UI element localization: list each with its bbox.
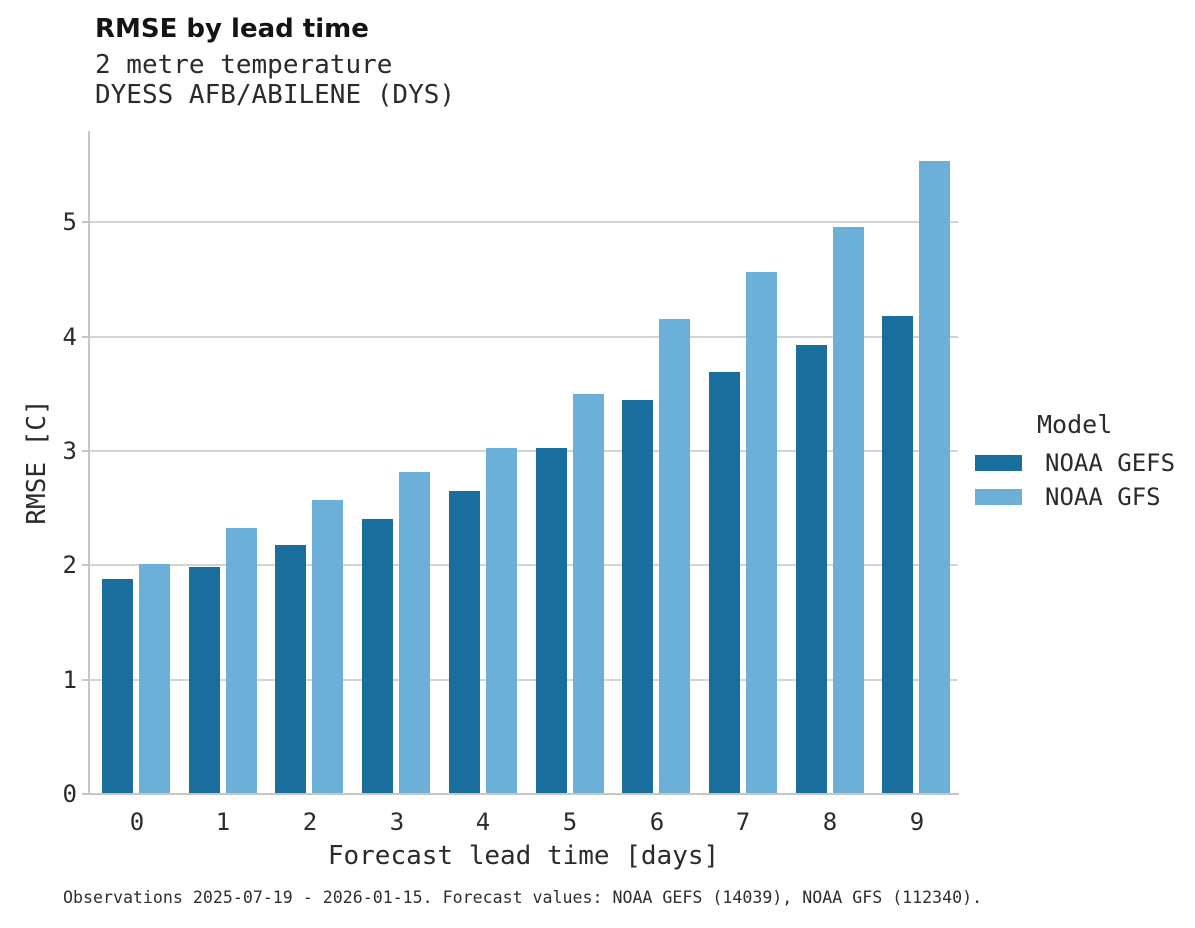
bar-noaa-gfs-lead-1 [226, 528, 257, 793]
x-ticklabel-4: 4 [475, 808, 491, 836]
y-ticklabel-4: 4 [62, 323, 77, 351]
bar-noaa-gfs-lead-4 [486, 448, 517, 793]
y-tickmark-0 [82, 793, 88, 795]
x-ticklabel-7: 7 [735, 808, 751, 836]
gridline-y-4 [90, 336, 958, 338]
bar-noaa-gfs-lead-0 [139, 564, 170, 793]
legend-swatch-noaa-gefs [975, 455, 1022, 471]
y-ticklabel-3: 3 [62, 437, 77, 465]
x-ticklabel-9: 9 [909, 808, 925, 836]
bar-noaa-gefs-lead-7 [709, 372, 740, 793]
x-ticklabel-5: 5 [562, 808, 578, 836]
bar-noaa-gefs-lead-0 [102, 579, 133, 793]
bar-noaa-gefs-lead-9 [882, 316, 913, 793]
gridline-y-3 [90, 450, 958, 452]
x-axis-spine [88, 793, 959, 795]
x-ticklabel-8: 8 [822, 808, 838, 836]
y-ticklabel-0: 0 [62, 780, 77, 808]
chart-title: RMSE by lead time [95, 14, 369, 44]
legend-swatch-noaa-gfs [975, 489, 1022, 505]
bar-noaa-gefs-lead-4 [449, 491, 480, 793]
bar-noaa-gefs-lead-3 [362, 519, 393, 793]
legend-title: Model [1037, 410, 1113, 439]
y-tickmark-1 [82, 679, 88, 681]
legend-label-noaa-gfs: NOAA GFS [1045, 483, 1161, 511]
gridline-y-5 [90, 221, 958, 223]
bar-noaa-gefs-lead-8 [796, 345, 827, 793]
bar-noaa-gfs-lead-6 [659, 319, 690, 793]
gridline-y-1 [90, 679, 958, 681]
x-ticklabel-1: 1 [215, 808, 231, 836]
bar-noaa-gefs-lead-5 [536, 448, 567, 793]
bar-noaa-gfs-lead-2 [312, 500, 343, 793]
y-tickmark-2 [82, 564, 88, 566]
legend-item-noaa-gefs: NOAA GEFS [975, 449, 1175, 477]
bar-noaa-gfs-lead-7 [746, 272, 777, 793]
y-ticklabel-1: 1 [62, 666, 77, 694]
x-ticklabel-0: 0 [129, 808, 145, 836]
gridline-y-2 [90, 564, 958, 566]
legend-item-noaa-gfs: NOAA GFS [975, 483, 1161, 511]
y-tickmark-3 [82, 450, 88, 452]
x-axis-label: Forecast lead time [days] [327, 841, 720, 871]
bar-noaa-gfs-lead-5 [573, 394, 604, 793]
bar-noaa-gfs-lead-9 [919, 161, 950, 793]
y-ticklabel-2: 2 [62, 551, 77, 579]
bar-noaa-gfs-lead-3 [399, 472, 430, 793]
y-tickmark-5 [82, 221, 88, 223]
y-ticklabel-5: 5 [62, 208, 77, 236]
bar-noaa-gefs-lead-1 [189, 567, 220, 793]
x-ticklabel-2: 2 [302, 808, 318, 836]
caption: Observations 2025-07-19 - 2026-01-15. Fo… [63, 888, 983, 907]
chart-subtitle-variable: 2 metre temperature [95, 50, 393, 80]
y-axis-spine [88, 131, 90, 795]
x-ticklabel-3: 3 [389, 808, 405, 836]
bar-noaa-gfs-lead-8 [833, 227, 864, 793]
x-ticklabel-6: 6 [649, 808, 665, 836]
bar-noaa-gefs-lead-2 [275, 545, 306, 793]
chart-subtitle-station: DYESS AFB/ABILENE (DYS) [95, 80, 456, 110]
y-tickmark-4 [82, 336, 88, 338]
bar-noaa-gefs-lead-6 [622, 400, 653, 793]
legend-label-noaa-gefs: NOAA GEFS [1045, 449, 1176, 477]
